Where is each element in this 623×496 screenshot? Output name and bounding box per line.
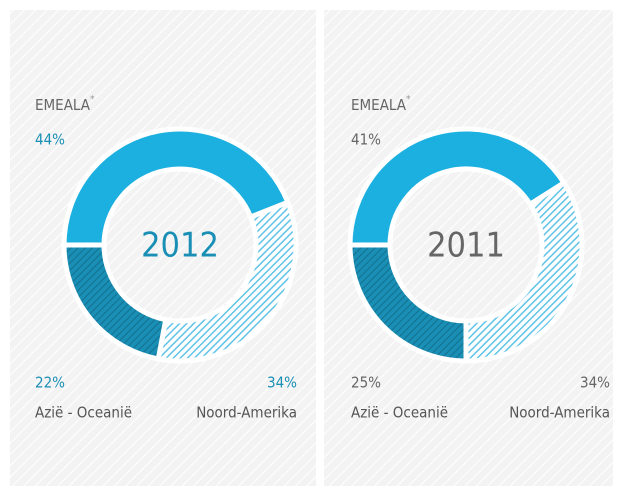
donut-segment [347, 242, 469, 364]
category-name: EMEALA [351, 96, 407, 114]
donut-segment [155, 199, 299, 364]
footnote-mark: * [406, 94, 411, 105]
category-label: EMEALA* [351, 94, 411, 114]
category-label: EMEALA* [35, 94, 95, 114]
category-label: Azië - Oceanië [351, 404, 448, 422]
value-label: 34% [580, 374, 610, 392]
category-label: Noord-Amerika [509, 404, 610, 422]
chart-title: 2011 [427, 226, 505, 266]
value-label: 25% [351, 374, 381, 392]
category-label: Noord-Amerika [196, 404, 297, 422]
category-name: EMEALA [35, 96, 91, 114]
value-label: 44% [35, 131, 65, 149]
donut-segment [463, 179, 585, 364]
footnote-mark: * [90, 94, 95, 105]
donut-segment [61, 126, 292, 248]
donut-segment [61, 242, 169, 362]
donut-segment [347, 126, 568, 248]
value-label: 34% [267, 374, 297, 392]
chart-title: 2012 [141, 226, 219, 266]
value-label: 41% [351, 131, 381, 149]
value-label: 22% [35, 374, 65, 392]
category-label: Azië - Oceanië [35, 404, 132, 422]
